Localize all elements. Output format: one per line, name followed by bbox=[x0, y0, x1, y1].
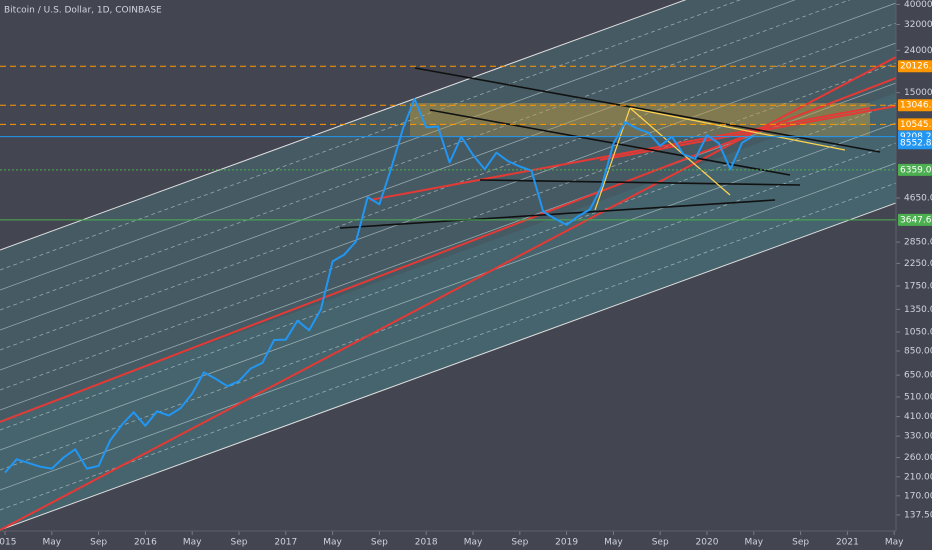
x-tick-label: Sep bbox=[652, 538, 669, 548]
y-tick-label: 2850.00 bbox=[904, 238, 932, 248]
channel-top bbox=[0, 0, 687, 251]
x-tick-label: 2021 bbox=[836, 538, 859, 548]
price-tag-label: 3647.62 bbox=[900, 215, 932, 225]
trend-line-red bbox=[599, 105, 897, 161]
y-tick-label: 24000.00 bbox=[904, 46, 932, 56]
channel-line bbox=[0, 162, 897, 491]
channel-line bbox=[0, 142, 897, 471]
x-tick-label: May bbox=[464, 538, 483, 548]
x-tick-label: May bbox=[604, 538, 623, 548]
drawings bbox=[0, 0, 897, 531]
y-tick-label: 40000.00 bbox=[904, 0, 932, 10]
channel-fill bbox=[0, 0, 896, 530]
x-tick-label: 2015 bbox=[0, 538, 16, 548]
channel-line bbox=[0, 82, 897, 411]
x-tick-label: Sep bbox=[792, 538, 809, 548]
x-tick-label: 2017 bbox=[274, 538, 297, 548]
y-tick-label: 330.00 bbox=[904, 432, 932, 442]
channel-line bbox=[0, 122, 897, 451]
price-tag-label: 13046.37 bbox=[900, 101, 932, 111]
x-tick-label: May bbox=[323, 538, 342, 548]
x-tick-label: 2019 bbox=[555, 538, 578, 548]
channel-fill-lower bbox=[0, 92, 896, 531]
chart-title: Bitcoin / U.S. Dollar, 1D, COINBASE bbox=[4, 6, 162, 16]
plot bbox=[0, 3, 900, 535]
y-tick-label: 650.00 bbox=[904, 371, 932, 381]
x-tick-label: May bbox=[42, 538, 61, 548]
trend-line-red bbox=[369, 107, 871, 201]
y-tick-label: 4650.00 bbox=[904, 194, 932, 204]
channel-line bbox=[0, 0, 741, 271]
price-line bbox=[4, 97, 755, 474]
price-tag-label: 8552.80 bbox=[900, 139, 932, 149]
y-tick-label: 170.00 bbox=[904, 491, 932, 501]
trend-line-black bbox=[429, 109, 791, 176]
channel-line bbox=[0, 2, 897, 331]
trend-line-black bbox=[479, 179, 801, 186]
y-tick-label: 850.00 bbox=[904, 346, 932, 356]
y-tick-label: 210.00 bbox=[904, 472, 932, 482]
trend-line-black bbox=[339, 199, 776, 229]
resistance-box-2 bbox=[410, 125, 870, 137]
x-tick-label: Sep bbox=[231, 538, 248, 548]
channel-line bbox=[0, 42, 897, 371]
channel-line bbox=[0, 0, 851, 311]
channel-line bbox=[0, 0, 796, 291]
y-tick-label: 137.50 bbox=[904, 510, 932, 520]
y-tick-label: 1050.00 bbox=[904, 327, 932, 337]
y-tick-label: 15000.00 bbox=[904, 88, 932, 98]
y-tick-label: 1350.00 bbox=[904, 305, 932, 315]
trend-line-red bbox=[0, 77, 897, 423]
y-tick-label: 1750.00 bbox=[904, 282, 932, 292]
price-tag-label: 10545.61 bbox=[900, 120, 932, 130]
resistance-box bbox=[410, 103, 870, 125]
price-tag bbox=[898, 60, 932, 73]
price-tag bbox=[898, 163, 932, 176]
price-tag bbox=[898, 137, 932, 150]
y-tick-label: 2250.00 bbox=[904, 259, 932, 269]
price-tag bbox=[898, 213, 932, 226]
x-tick-label: 2020 bbox=[696, 538, 719, 548]
y-tick-label: 260.00 bbox=[904, 453, 932, 463]
channel-line bbox=[0, 182, 897, 511]
x-tick-label: 2018 bbox=[415, 538, 438, 548]
price-tag-label: 9208.24 bbox=[900, 132, 932, 142]
x-tick-label: Sep bbox=[90, 538, 107, 548]
y-tick-label: 32000.00 bbox=[904, 20, 932, 30]
pattern-line-yellow bbox=[629, 107, 846, 151]
channel-line bbox=[0, 102, 897, 431]
price-tag bbox=[898, 118, 932, 131]
pattern-line-yellow bbox=[629, 107, 731, 196]
y-tick-label: 410.00 bbox=[904, 412, 932, 422]
trend-line-black bbox=[414, 67, 881, 153]
x-tick-label: May bbox=[183, 538, 202, 548]
x-tick-label: 2016 bbox=[134, 538, 157, 548]
x-tick-label: May bbox=[744, 538, 763, 548]
price-tag-label: 20126.76 bbox=[900, 62, 932, 72]
price-tag-label: 6359.08 bbox=[900, 165, 932, 175]
x-tick-label: Sep bbox=[511, 538, 528, 548]
channel-line bbox=[0, 62, 897, 391]
price-tag bbox=[898, 99, 932, 112]
x-tick-label: Sep bbox=[371, 538, 388, 548]
channel-bottom bbox=[0, 202, 897, 531]
y-tick-label: 510.00 bbox=[904, 392, 932, 402]
x-tick-label: May bbox=[885, 538, 904, 548]
